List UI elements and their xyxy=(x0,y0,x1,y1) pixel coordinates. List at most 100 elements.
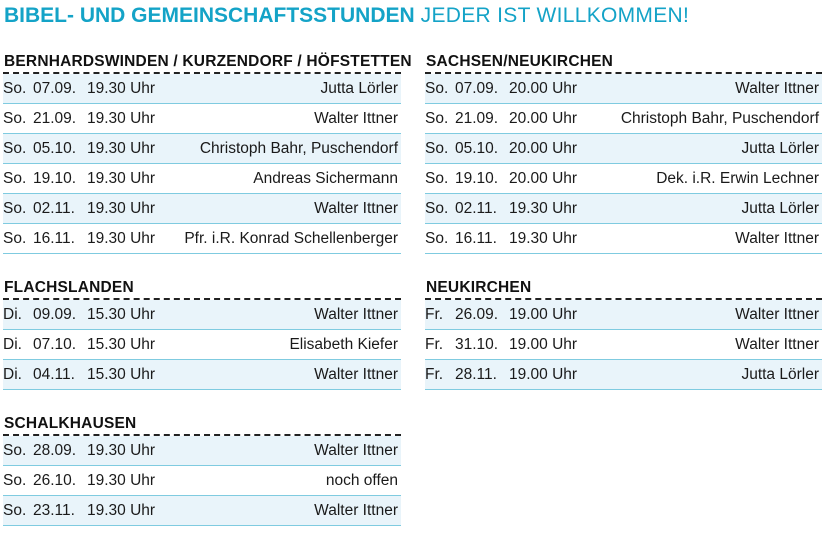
time: 20.00 Uhr xyxy=(509,80,578,97)
time: 15.30 Uhr xyxy=(87,336,156,353)
weekday: So. xyxy=(3,170,27,187)
date: 21.09. xyxy=(33,110,77,127)
weekday: So. xyxy=(425,110,449,127)
section-flachslanden: FLACHSLANDEN Di. 09.09. 15.30 Uhr Walter It… xyxy=(3,276,401,390)
schedule-row: Di. 09.09. 15.30 Uhr Walter Ittner xyxy=(3,300,401,330)
weekday: So. xyxy=(425,170,449,187)
leader-name: Walter Ittner xyxy=(735,306,819,323)
schedule-row: So. 02.11. 19.30 Uhr Jutta Lörler xyxy=(425,194,822,224)
time: 19.00 Uhr xyxy=(509,366,578,383)
section-schalkhausen: SCHALKHAUSEN So. 28.09. 19.30 Uhr Walter It… xyxy=(3,412,401,526)
weekday: So. xyxy=(3,80,27,97)
weekday: So. xyxy=(3,442,27,459)
weekday: So. xyxy=(425,140,449,157)
time: 19.30 Uhr xyxy=(87,230,156,247)
time: 19.00 Uhr xyxy=(509,336,578,353)
weekday: So. xyxy=(425,200,449,217)
schedule-row: So. 19.10. 19.30 Uhr Andreas Sichermann xyxy=(3,164,401,194)
leader-name: Walter Ittner xyxy=(735,230,819,247)
weekday: So. xyxy=(3,200,27,217)
schedule-row: So. 05.10. 19.30 Uhr Christoph Bahr, Pusche… xyxy=(3,134,401,164)
leader-name: Christoph Bahr, Puschendorf xyxy=(620,110,819,127)
weekday: Di. xyxy=(3,366,22,383)
date: 19.10. xyxy=(33,170,77,187)
time: 19.30 Uhr xyxy=(87,140,156,157)
leader-name: Walter Ittner xyxy=(735,336,819,353)
leader-name: noch offen xyxy=(325,472,398,489)
date: 04.11. xyxy=(33,366,75,383)
weekday: Di. xyxy=(3,306,22,323)
schedule-row: So. 16.11. 19.30 Uhr Pfr. i.R. Konrad Schel… xyxy=(3,224,401,254)
weekday: Fr. xyxy=(425,306,444,323)
schedule-row: So. 28.09. 19.30 Uhr Walter Ittner xyxy=(3,436,401,466)
date: 28.11. xyxy=(455,366,497,383)
weekday: Fr. xyxy=(425,366,444,383)
leader-name: Walter Ittner xyxy=(314,366,398,383)
time: 19.30 Uhr xyxy=(87,110,156,127)
leader-name: Walter Ittner xyxy=(735,80,819,97)
date: 19.10. xyxy=(455,170,499,187)
section-title: SACHSEN/NEUKIRCHEN xyxy=(425,50,822,74)
time: 19.30 Uhr xyxy=(87,472,156,489)
leader-name: Christoph Bahr, Puschendorf xyxy=(199,140,398,157)
date: 23.11. xyxy=(33,502,75,519)
schedule-row: So. 02.11. 19.30 Uhr Walter Ittner xyxy=(3,194,401,224)
leader-name: Pfr. i.R. Konrad Schellenberger xyxy=(184,230,398,247)
schedule-row: So. 19.10. 20.00 Uhr Dek. i.R. Erwin Lechne… xyxy=(425,164,822,194)
date: 05.10. xyxy=(455,140,499,157)
weekday: So. xyxy=(3,502,27,519)
weekday: So. xyxy=(3,230,27,247)
time: 19.30 Uhr xyxy=(87,442,156,459)
section-title: BERNHARDSWINDEN / KURZENDORF / HÖFSTETTE… xyxy=(3,50,412,74)
leader-name: Jutta Lörler xyxy=(741,140,819,157)
time: 19.30 Uhr xyxy=(87,502,156,519)
schedule-row: So. 21.09. 19.30 Uhr Walter Ittner xyxy=(3,104,401,134)
date: 31.10. xyxy=(455,336,499,353)
schedule-row: Fr. 28.11. 19.00 Uhr Jutta Lörler xyxy=(425,360,822,390)
leader-name: Andreas Sichermann xyxy=(253,170,398,187)
leader-name: Jutta Lörler xyxy=(741,366,819,383)
schedule-row: Di. 04.11. 15.30 Uhr Walter Ittner xyxy=(3,360,401,390)
schedule-list: So. 07.09. 19.30 Uhr Jutta Lörler So. 21.09. 1… xyxy=(3,74,401,254)
time: 19.30 Uhr xyxy=(509,200,578,217)
leader-name: Walter Ittner xyxy=(314,110,398,127)
section-title: FLACHSLANDEN xyxy=(3,276,401,300)
weekday: So. xyxy=(3,110,27,127)
section-neukirchen: NEUKIRCHEN Fr. 26.09. 19.00 Uhr Walter Ittn… xyxy=(425,276,822,390)
date: 26.09. xyxy=(455,306,499,323)
leader-name: Jutta Lörler xyxy=(741,200,819,217)
weekday: So. xyxy=(425,230,449,247)
date: 02.11. xyxy=(455,200,497,217)
time: 20.00 Uhr xyxy=(509,140,578,157)
schedule-row: Fr. 31.10. 19.00 Uhr Walter Ittner xyxy=(425,330,822,360)
date: 16.11. xyxy=(455,230,497,247)
schedule-row: So. 23.11. 19.30 Uhr Walter Ittner xyxy=(3,496,401,526)
weekday: Di. xyxy=(3,336,22,353)
schedule-list: Fr. 26.09. 19.00 Uhr Walter Ittner Fr. 31.10.… xyxy=(425,300,822,390)
time: 19.30 Uhr xyxy=(87,200,156,217)
section-title: NEUKIRCHEN xyxy=(425,276,822,300)
page-title-main: BIBEL- UND GEMEINSCHAFTSSTUNDEN xyxy=(4,4,415,27)
time: 19.30 Uhr xyxy=(509,230,578,247)
schedule-list: So. 28.09. 19.30 Uhr Walter Ittner So. 26.10.… xyxy=(3,436,401,526)
section-title: SCHALKHAUSEN xyxy=(3,412,401,436)
time: 20.00 Uhr xyxy=(509,110,578,127)
date: 02.11. xyxy=(33,200,75,217)
time: 15.30 Uhr xyxy=(87,306,156,323)
date: 07.09. xyxy=(33,80,77,97)
time: 19.30 Uhr xyxy=(87,170,156,187)
leader-name: Dek. i.R. Erwin Lechner xyxy=(656,170,819,187)
leader-name: Elisabeth Kiefer xyxy=(289,336,398,353)
date: 09.09. xyxy=(33,306,77,323)
leader-name: Walter Ittner xyxy=(314,502,398,519)
schedule-row: So. 07.09. 20.00 Uhr Walter Ittner xyxy=(425,74,822,104)
leader-name: Walter Ittner xyxy=(314,200,398,217)
date: 07.10. xyxy=(33,336,77,353)
date: 16.11. xyxy=(33,230,75,247)
schedule-row: So. 21.09. 20.00 Uhr Christoph Bahr, Pusche… xyxy=(425,104,822,134)
leader-name: Jutta Lörler xyxy=(320,80,398,97)
schedule-list: Di. 09.09. 15.30 Uhr Walter Ittner Di. 07.10.… xyxy=(3,300,401,390)
section-sachsen-neukirchen: SACHSEN/NEUKIRCHEN So. 07.09. 20.00 Uhr Wal… xyxy=(425,50,822,254)
date: 07.09. xyxy=(455,80,499,97)
schedule-row: So. 07.09. 19.30 Uhr Jutta Lörler xyxy=(3,74,401,104)
